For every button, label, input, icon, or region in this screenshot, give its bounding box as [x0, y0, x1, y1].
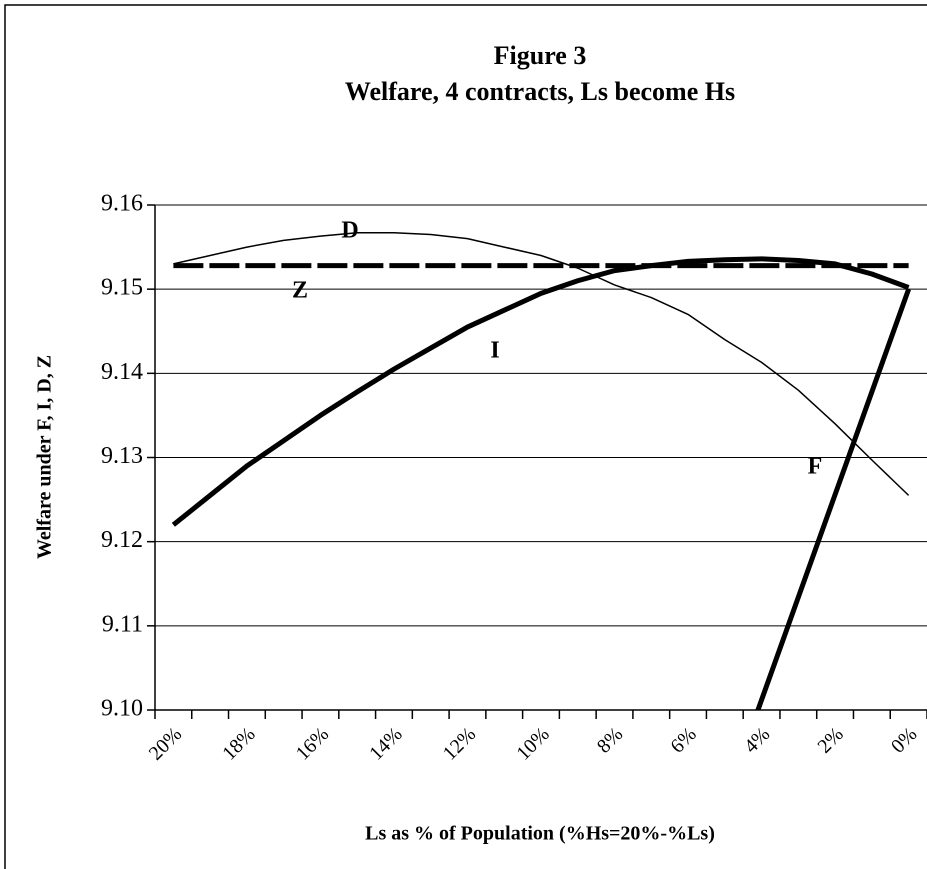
- plot-area: [171, 232, 911, 710]
- series-group: [171, 232, 911, 710]
- y-tick-label: 9.15: [101, 275, 143, 301]
- y-tick-label: 9.16: [101, 191, 143, 217]
- y-tick-label: 9.14: [101, 359, 143, 385]
- chart-title: Figure 3: [494, 41, 587, 70]
- annotation: I: [490, 338, 499, 364]
- y-tick-label: 9.11: [102, 611, 143, 637]
- y-tick-label: 9.13: [101, 443, 143, 469]
- x-axis-label: Ls as % of Population (%Hs=20%-%Ls): [365, 823, 715, 845]
- series-line: [755, 288, 911, 710]
- series-line: [171, 256, 910, 527]
- series-line: [173, 232, 910, 496]
- y-tick-label: 9.10: [101, 696, 143, 722]
- y-axis-label: Welfare under F, I, D, Z: [34, 355, 56, 559]
- chart-border: [4, 4, 927, 869]
- annotation: F: [808, 454, 823, 480]
- chart-subtitle: Welfare, 4 contracts, Ls become Hs: [345, 77, 735, 106]
- annotation: D: [341, 218, 358, 244]
- y-tick-label: 9.12: [101, 527, 143, 553]
- annotation: Z: [292, 278, 308, 304]
